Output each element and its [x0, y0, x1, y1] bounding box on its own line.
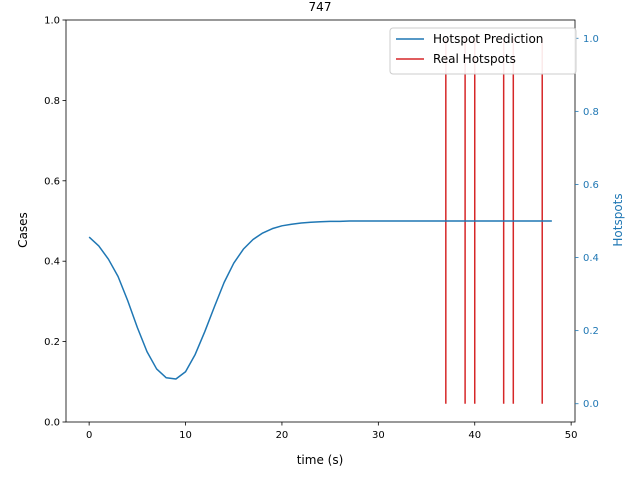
x-axis-label: time (s): [297, 453, 344, 467]
x-tick-label-40: 40: [468, 430, 481, 441]
y2-tick-label-0.8: 0.8: [583, 107, 599, 118]
y2-axis-label: Hotspots: [611, 193, 625, 246]
prediction-series: [88, 220, 552, 380]
y-tick-label-0.2: 0.2: [44, 337, 60, 348]
legend: Hotspot Prediction Real Hotspots: [389, 27, 577, 75]
chart-title: 747: [309, 0, 332, 14]
x-tick-label-0: 0: [86, 430, 92, 441]
x-tick-label-30: 30: [372, 430, 385, 441]
axes: 0 10 20 30 40 50 0.0 0.2 0.4 0.6 0.8 1.0 0.0 0.2 0.4 0.…: [44, 16, 599, 442]
y-tick-label-0.6: 0.6: [44, 176, 60, 187]
plot-frame: [65, 19, 576, 423]
y-axis-label: Cases: [16, 212, 30, 248]
prediction-line: [88, 220, 552, 380]
y2-tick-label-0.2: 0.2: [583, 326, 599, 337]
y2-tick-label-1: 1.0: [583, 34, 599, 45]
y2-tick-label-0: 0.0: [583, 399, 599, 410]
y2-tick-label-0.6: 0.6: [583, 180, 599, 191]
x-tick-label-20: 20: [276, 430, 289, 441]
y-tick-label-0: 0.0: [44, 418, 60, 429]
y-tick-label-0.8: 0.8: [44, 96, 60, 107]
x-tick-label-50: 50: [565, 430, 578, 441]
y-tick-label-1: 1.0: [44, 16, 60, 27]
legend-frame: [389, 27, 577, 75]
legend-label-prediction: Hotspot Prediction: [433, 32, 543, 46]
y-tick-label-0.4: 0.4: [44, 257, 60, 268]
x-tick-label-10: 10: [179, 430, 192, 441]
legend-label-hotspots: Real Hotspots: [433, 52, 516, 66]
y2-tick-label-0.4: 0.4: [583, 253, 599, 264]
